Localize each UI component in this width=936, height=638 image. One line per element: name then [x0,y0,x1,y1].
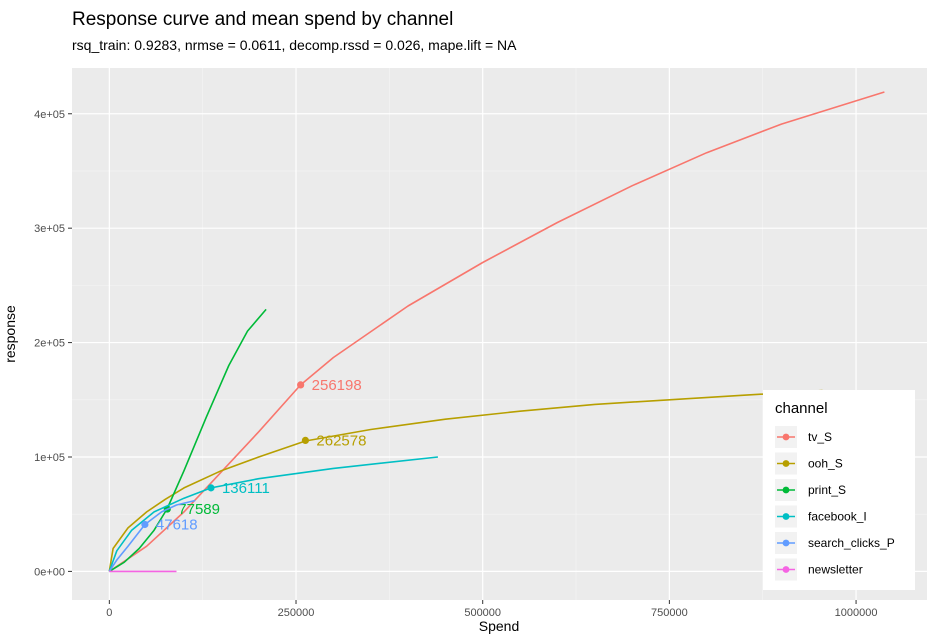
legend-item-tv_S: tv_S [775,426,832,448]
legend-key-point [782,539,790,547]
legend-key-point [782,433,790,441]
chart-title: Response curve and mean spend by channel [72,9,453,30]
series-tv_S: 256198 [108,91,885,573]
series-line-facebook_I [108,456,438,572]
gridlines [72,68,927,600]
mean-point-label-print_S: 77589 [178,501,220,518]
series-line-ooh_S [108,389,823,572]
legend-label: print_S [808,483,846,497]
series-line-tv_S [108,91,885,573]
mean-point-label-ooh_S: 262578 [316,432,366,449]
mean-point-search_clicks_P [141,520,149,529]
legend-item-search_clicks_P: search_clicks_P [775,532,895,554]
y-axis-title: response [2,305,18,363]
y-tick-label: 2e+05 [34,338,65,350]
series-line-print_S [108,308,267,573]
legend-label: newsletter [808,563,863,577]
legend-label: facebook_I [808,510,867,524]
x-tick-label: 1000000 [835,607,878,619]
axis-ticks: 0 250000 500000 750000 1000000 0e+00 1e+05 2e+0… [34,109,877,619]
series-ooh_S: 262578 [108,389,823,572]
y-tick-label: 0e+00 [34,566,65,578]
y-tick-label: 1e+05 [34,452,65,464]
legend-key-point [782,486,790,494]
series-search_clicks_P: 47618 [108,499,198,572]
x-tick-label: 250000 [278,607,315,619]
series-print_S: 77589 [108,308,267,573]
chart-subtitle: rsq_train: 0.9283, nrmse = 0.0611, decom… [72,37,517,53]
mean-point-label-search_clicks_P: 47618 [156,516,198,533]
legend-item-ooh_S: ooh_S [775,452,843,475]
legend-item-print_S: print_S [775,479,846,501]
x-axis-title: Spend [479,618,519,634]
y-tick-label: 4e+05 [34,109,65,121]
x-tick-label: 750000 [651,607,688,619]
legend: channel tv_S ooh_S print_S facebook_Isearch… [763,390,915,590]
legend-item-newsletter: newsletter [775,558,863,581]
legend-key-point [782,460,790,467]
y-tick-label: 3e+05 [34,223,65,235]
mean-point-tv_S [297,381,305,389]
legend-label: tv_S [808,430,832,444]
mean-point-label-facebook_I: 136111 [222,480,270,497]
mean-point-label-tv_S: 256198 [312,377,362,394]
legend-title: channel [775,400,828,417]
legend-key-point [782,513,790,520]
mean-point-facebook_I [207,484,215,492]
legend-label: ooh_S [808,457,843,471]
mean-point-ooh_S [301,436,310,444]
x-tick-label: 500000 [464,607,501,619]
x-tick-label: 0 [106,607,112,619]
legend-label: search_clicks_P [808,536,895,550]
series-facebook_I: 136111 [108,456,438,572]
legend-key-point [782,566,790,573]
legend-item-facebook_I: facebook_I [775,505,867,528]
